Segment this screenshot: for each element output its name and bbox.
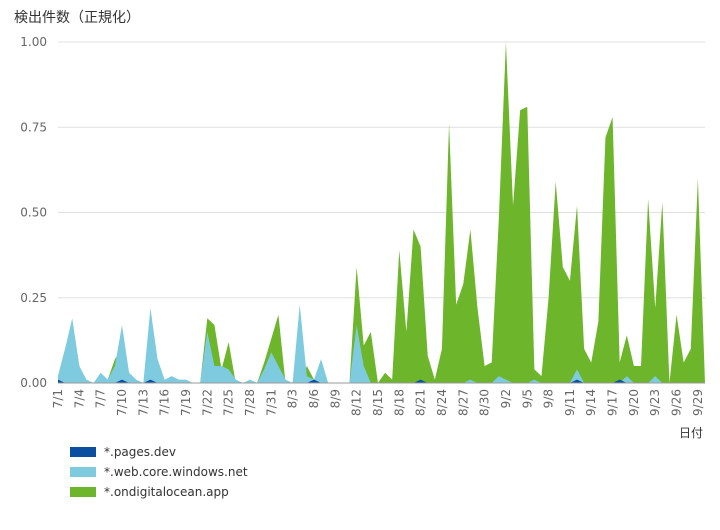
- legend-label: *.web.core.windows.net: [104, 465, 248, 479]
- x-tick-label: 8/15: [371, 389, 385, 416]
- x-tick-label: 7/13: [136, 389, 150, 416]
- x-tick-label: 7/25: [222, 389, 236, 416]
- area: [58, 304, 705, 383]
- chart-title: 検出件数（正規化）: [14, 10, 140, 26]
- x-tick-label: 7/4: [72, 389, 86, 408]
- x-tick-label: 7/7: [94, 389, 108, 408]
- x-tick-label: 8/18: [392, 389, 406, 416]
- x-tick-label: 8/6: [307, 389, 321, 408]
- x-tick-label: 8/24: [435, 389, 449, 416]
- x-tick-label: 8/3: [286, 389, 300, 408]
- x-tick-label: 9/5: [520, 389, 534, 408]
- x-tick-label: 7/1: [51, 389, 65, 408]
- x-tick-label: 7/31: [264, 389, 278, 416]
- x-tick-label: 9/26: [670, 389, 684, 416]
- x-tick-label: 7/22: [200, 389, 214, 416]
- legend-swatch: [70, 487, 96, 497]
- x-tick-label: 9/8: [542, 389, 556, 408]
- y-tick-label: 0.50: [20, 206, 47, 220]
- legend-label: *.pages.dev: [104, 445, 176, 459]
- x-tick-label: 8/30: [478, 389, 492, 416]
- x-tick-label: 8/9: [328, 389, 342, 408]
- x-tick-label: 7/10: [115, 389, 129, 416]
- y-tick-label: 0.25: [20, 291, 47, 305]
- legend-label: *.ondigitalocean.app: [104, 485, 229, 499]
- legend-swatch: [70, 467, 96, 477]
- x-tick-label: 9/23: [648, 389, 662, 416]
- x-tick-label: 9/11: [563, 389, 577, 416]
- y-tick-label: 0.00: [20, 376, 47, 390]
- x-tick-label: 7/28: [243, 389, 257, 416]
- x-tick-label: 8/21: [414, 389, 428, 416]
- legend-swatch: [70, 447, 96, 457]
- x-tick-label: 9/14: [584, 389, 598, 416]
- x-tick-label: 7/19: [179, 389, 193, 416]
- y-tick-label: 1.00: [20, 35, 47, 49]
- x-axis-label: 日付: [679, 426, 703, 440]
- x-tick-label: 9/29: [691, 389, 705, 416]
- x-tick-label: 9/2: [499, 389, 513, 408]
- x-tick-label: 7/16: [158, 389, 172, 416]
- x-tick-label: 9/20: [627, 389, 641, 416]
- x-tick-label: 8/12: [350, 389, 364, 416]
- x-tick-label: 9/17: [606, 389, 620, 416]
- x-tick-label: 8/27: [456, 389, 470, 416]
- y-tick-label: 0.75: [20, 120, 47, 134]
